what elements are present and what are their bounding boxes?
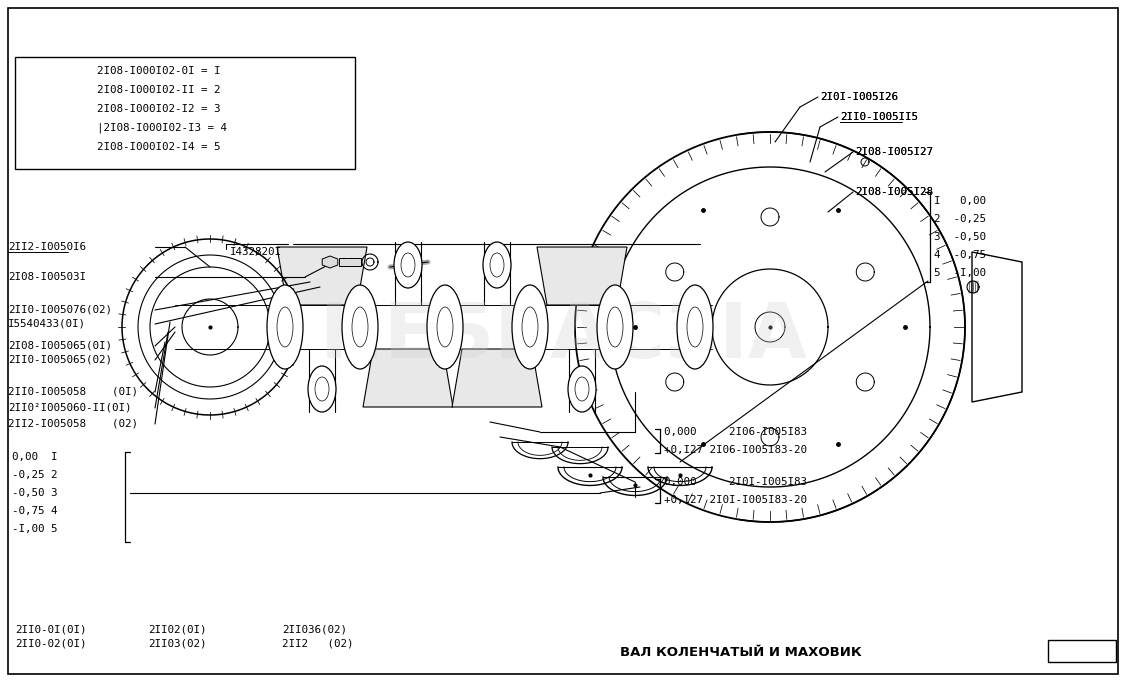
Text: 2II0²I005060-II(0I): 2II0²I005060-II(0I) (8, 403, 132, 413)
Text: 2I08-I000I02-0I = I: 2I08-I000I02-0I = I (97, 66, 221, 76)
Text: 2I08-I005I27: 2I08-I005I27 (855, 147, 933, 157)
Text: 2I08-I000I02-II = 2: 2I08-I000I02-II = 2 (97, 85, 221, 95)
Text: ВАЛ КОЛЕНЧАТЫЙ И МАХОВИК: ВАЛ КОЛЕНЧАТЫЙ И МАХОВИК (620, 645, 861, 659)
Ellipse shape (309, 366, 336, 412)
Text: -I,00 5: -I,00 5 (12, 524, 57, 534)
Text: 2II036(02): 2II036(02) (282, 625, 347, 635)
Text: 0,00  I: 0,00 I (12, 452, 57, 462)
Text: 2I08-I005I28: 2I08-I005I28 (855, 187, 933, 197)
Text: 2II2   (02): 2II2 (02) (282, 639, 354, 649)
Text: 2I08-I00503I: 2I08-I00503I (8, 272, 86, 282)
Text: 2I0I-I005I26: 2I0I-I005I26 (820, 92, 899, 102)
Ellipse shape (394, 242, 422, 288)
Text: |2I08-I000I02-I3 = 4: |2I08-I000I02-I3 = 4 (97, 123, 227, 133)
Ellipse shape (568, 366, 596, 412)
Text: +0,I27 2I06-I005I83-20: +0,I27 2I06-I005I83-20 (664, 445, 807, 455)
Text: -0,75 4: -0,75 4 (12, 506, 57, 516)
Text: I   0,00: I 0,00 (933, 196, 986, 206)
Ellipse shape (427, 285, 463, 369)
Ellipse shape (342, 285, 378, 369)
Text: 2II0-I005058    (0I): 2II0-I005058 (0I) (8, 387, 138, 397)
Text: 2II2-I0050I6: 2II2-I0050I6 (8, 242, 86, 252)
Ellipse shape (597, 285, 633, 369)
Text: I432820I: I432820I (230, 247, 282, 257)
Text: 4  -0,75: 4 -0,75 (933, 250, 986, 260)
FancyBboxPatch shape (23, 111, 44, 127)
Text: 2II0-I005II5: 2II0-I005II5 (840, 112, 918, 122)
Bar (15, 57, 355, 169)
Bar (1048, 640, 1116, 662)
Text: 2II0-I005II5: 2II0-I005II5 (840, 112, 918, 122)
Polygon shape (452, 349, 542, 407)
Text: -0,25 2: -0,25 2 (12, 470, 57, 480)
Text: 2I08-I000I02-I2 = 3: 2I08-I000I02-I2 = 3 (97, 104, 221, 114)
Text: НЕБРАСЗIA: НЕБРАСЗIA (320, 300, 806, 374)
Text: +0,I27 2I0I-I005I83-20: +0,I27 2I0I-I005I83-20 (664, 495, 807, 505)
Text: 2I08-I005I28: 2I08-I005I28 (855, 187, 933, 197)
Text: 5  -I,00: 5 -I,00 (933, 268, 986, 278)
Text: А121: А121 (1063, 644, 1101, 657)
Text: 3  -0,50: 3 -0,50 (933, 232, 986, 242)
Text: 2I08-I000I02-I4 = 5: 2I08-I000I02-I4 = 5 (97, 142, 221, 152)
Bar (339, 258, 361, 266)
Polygon shape (537, 247, 627, 305)
Text: 2II0-I005076(02): 2II0-I005076(02) (8, 305, 111, 315)
Text: 2II0-02(0I): 2II0-02(0I) (15, 639, 87, 649)
Text: 2II0-0I(0I): 2II0-0I(0I) (15, 625, 87, 635)
Ellipse shape (677, 285, 713, 369)
Polygon shape (322, 256, 338, 268)
Text: 2II0-I005065(02): 2II0-I005065(02) (8, 355, 111, 365)
Text: 2II02(0I): 2II02(0I) (148, 625, 206, 635)
Polygon shape (277, 247, 367, 305)
Text: 0,000     2I06-I005I83: 0,000 2I06-I005I83 (664, 427, 807, 437)
Ellipse shape (267, 285, 303, 369)
Text: 0,000     2I0I-I005I83: 0,000 2I0I-I005I83 (664, 477, 807, 487)
Polygon shape (363, 349, 453, 407)
Text: 2I08-I005065(0I): 2I08-I005065(0I) (8, 341, 111, 351)
Text: I5540433(0I): I5540433(0I) (8, 319, 86, 329)
Ellipse shape (483, 242, 511, 288)
Text: -0,50 3: -0,50 3 (12, 488, 57, 498)
Text: 2I0I-I005I26: 2I0I-I005I26 (820, 92, 899, 102)
Text: 2II2-I005058    (02): 2II2-I005058 (02) (8, 419, 138, 429)
Text: 2I08-I005I27: 2I08-I005I27 (855, 147, 933, 157)
Bar (32, 97, 39, 111)
Text: 2  -0,25: 2 -0,25 (933, 214, 986, 224)
Ellipse shape (512, 285, 548, 369)
FancyBboxPatch shape (48, 111, 68, 127)
Text: 2II03(02): 2II03(02) (148, 639, 206, 649)
Bar (46, 97, 54, 111)
